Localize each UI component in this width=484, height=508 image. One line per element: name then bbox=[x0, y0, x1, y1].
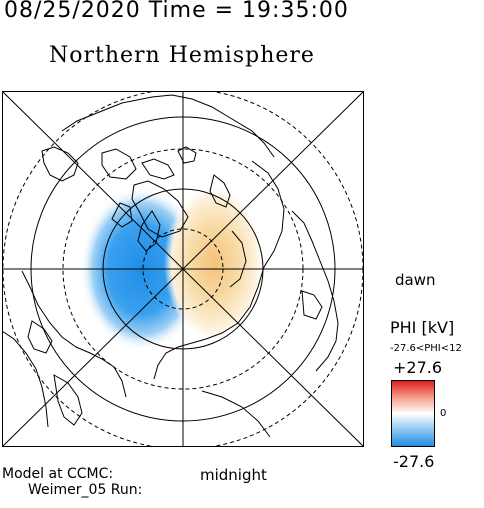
midnight-label: midnight bbox=[200, 466, 267, 484]
colorbar bbox=[391, 380, 435, 447]
colorbar-max-label: +27.6 bbox=[393, 358, 443, 377]
dawn-label: dawn bbox=[395, 271, 436, 289]
colorbar-title: PHI [kV] bbox=[390, 318, 455, 337]
polar-map bbox=[2, 91, 364, 447]
positive-potential-cell bbox=[164, 185, 264, 341]
colorbar-min-label: -27.6 bbox=[393, 452, 435, 471]
model-label: Model at CCMC: bbox=[2, 466, 114, 482]
meridian-lines bbox=[2, 91, 364, 447]
datetime-title: 08/25/2020 Time = 19:35:00 bbox=[4, 0, 349, 23]
coastlines bbox=[2, 94, 339, 438]
hemisphere-title: Northern Hemisphere bbox=[49, 43, 315, 68]
colorbar-range: -27.6<PHI<12 bbox=[390, 343, 462, 354]
colorbar-gradient bbox=[391, 380, 435, 447]
map-frame bbox=[2, 91, 364, 447]
colorbar-zero-label: 0 bbox=[440, 408, 447, 419]
run-label: Weimer_05 Run: bbox=[28, 482, 143, 498]
